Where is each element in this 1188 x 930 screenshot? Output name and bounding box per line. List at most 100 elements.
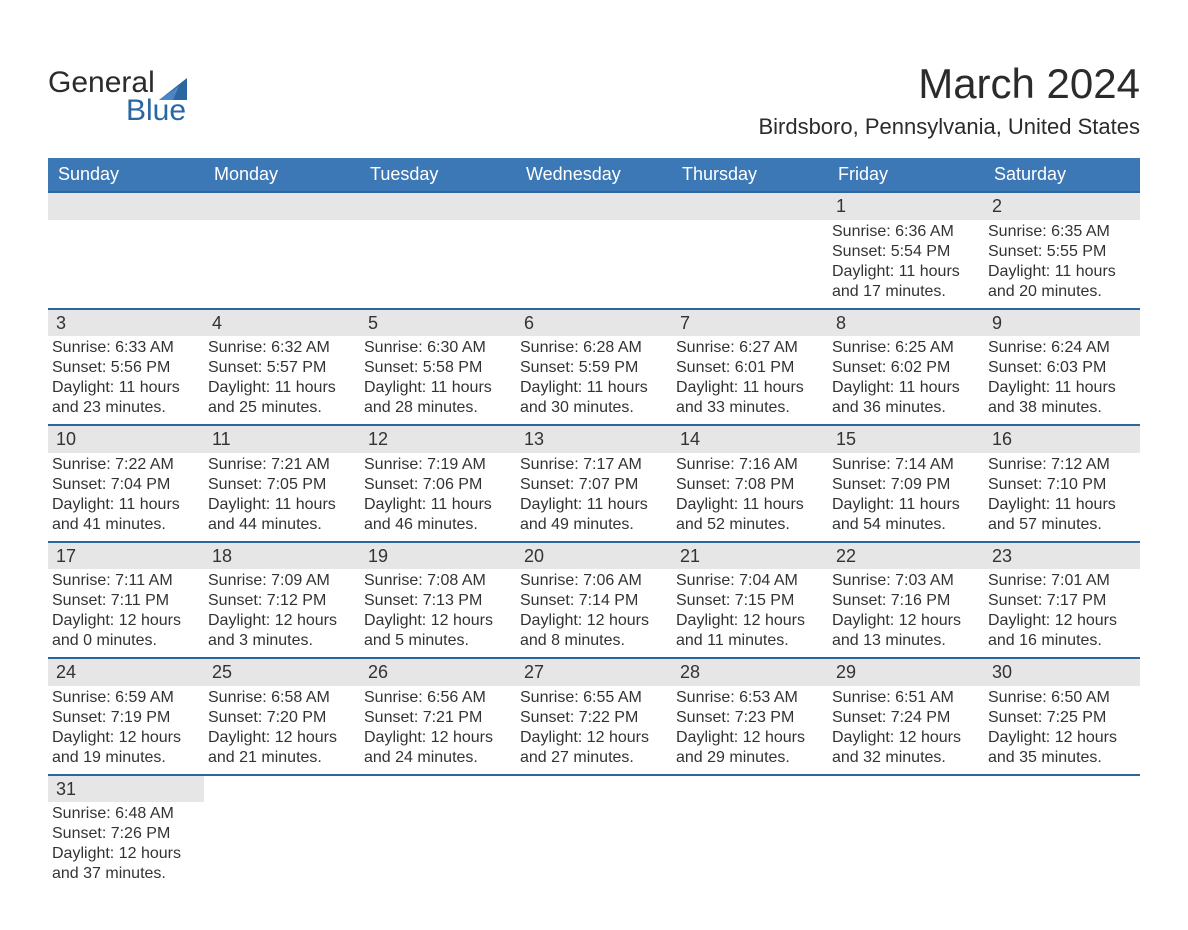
- day-body: Sunrise: 6:50 AMSunset: 7:25 PMDaylight:…: [984, 686, 1140, 774]
- sunrise-line: Sunrise: 7:17 AM: [520, 455, 668, 475]
- sunset-line: Sunset: 7:09 PM: [832, 475, 980, 495]
- day-body: Sunrise: 6:28 AMSunset: 5:59 PMDaylight:…: [516, 336, 672, 424]
- daylight1-line: Daylight: 11 hours: [832, 262, 980, 282]
- daylight1-line: Daylight: 11 hours: [520, 495, 668, 515]
- day-body: Sunrise: 6:24 AMSunset: 6:03 PMDaylight:…: [984, 336, 1140, 424]
- calendar-cell: [672, 775, 828, 891]
- daylight2-line: and 57 minutes.: [988, 515, 1136, 535]
- daylight2-line: and 21 minutes.: [208, 748, 356, 768]
- daylight2-line: and 36 minutes.: [832, 398, 980, 418]
- daylight1-line: Daylight: 12 hours: [208, 611, 356, 631]
- daylight1-line: Daylight: 12 hours: [208, 728, 356, 748]
- sunrise-line: Sunrise: 6:58 AM: [208, 688, 356, 708]
- calendar-table: Sunday Monday Tuesday Wednesday Thursday…: [48, 158, 1140, 890]
- day-number: 20: [516, 543, 672, 570]
- weekday-header: Tuesday: [360, 158, 516, 192]
- day-body: Sunrise: 6:33 AMSunset: 5:56 PMDaylight:…: [48, 336, 204, 424]
- day-body: Sunrise: 6:36 AMSunset: 5:54 PMDaylight:…: [828, 220, 984, 308]
- daylight1-line: Daylight: 11 hours: [52, 378, 200, 398]
- day-number: [204, 193, 360, 220]
- calendar-cell: 25Sunrise: 6:58 AMSunset: 7:20 PMDayligh…: [204, 658, 360, 775]
- daylight2-line: and 52 minutes.: [676, 515, 824, 535]
- calendar-cell: 18Sunrise: 7:09 AMSunset: 7:12 PMDayligh…: [204, 542, 360, 659]
- sunrise-line: Sunrise: 6:33 AM: [52, 338, 200, 358]
- sunrise-line: Sunrise: 7:11 AM: [52, 571, 200, 591]
- day-number: 16: [984, 426, 1140, 453]
- day-body: Sunrise: 6:58 AMSunset: 7:20 PMDaylight:…: [204, 686, 360, 774]
- day-number: 24: [48, 659, 204, 686]
- daylight2-line: and 27 minutes.: [520, 748, 668, 768]
- day-number: 14: [672, 426, 828, 453]
- sunrise-line: Sunrise: 7:01 AM: [988, 571, 1136, 591]
- weekday-header: Friday: [828, 158, 984, 192]
- daylight2-line: and 19 minutes.: [52, 748, 200, 768]
- day-body: [48, 220, 204, 300]
- day-number: 18: [204, 543, 360, 570]
- daylight1-line: Daylight: 11 hours: [208, 378, 356, 398]
- day-body: Sunrise: 7:06 AMSunset: 7:14 PMDaylight:…: [516, 569, 672, 657]
- daylight2-line: and 35 minutes.: [988, 748, 1136, 768]
- day-number: 17: [48, 543, 204, 570]
- day-number: 31: [48, 776, 204, 803]
- sunset-line: Sunset: 5:59 PM: [520, 358, 668, 378]
- sunrise-line: Sunrise: 6:48 AM: [52, 804, 200, 824]
- daylight1-line: Daylight: 12 hours: [832, 728, 980, 748]
- daylight1-line: Daylight: 11 hours: [988, 378, 1136, 398]
- day-number: 15: [828, 426, 984, 453]
- day-body: Sunrise: 6:35 AMSunset: 5:55 PMDaylight:…: [984, 220, 1140, 308]
- day-number: 1: [828, 193, 984, 220]
- day-number: 13: [516, 426, 672, 453]
- daylight2-line: and 28 minutes.: [364, 398, 512, 418]
- day-number: 27: [516, 659, 672, 686]
- sunrise-line: Sunrise: 7:03 AM: [832, 571, 980, 591]
- daylight2-line: and 11 minutes.: [676, 631, 824, 651]
- day-body: [360, 220, 516, 300]
- calendar-cell: 9Sunrise: 6:24 AMSunset: 6:03 PMDaylight…: [984, 309, 1140, 426]
- sunset-line: Sunset: 7:10 PM: [988, 475, 1136, 495]
- calendar-cell: [360, 192, 516, 309]
- calendar-week: 24Sunrise: 6:59 AMSunset: 7:19 PM Dayligh…: [48, 658, 1140, 775]
- sunset-line: Sunset: 5:54 PM: [832, 242, 980, 262]
- sunrise-line: Sunrise: 6:53 AM: [676, 688, 824, 708]
- sunset-line: Sunset: 7:13 PM: [364, 591, 512, 611]
- daylight2-line: and 37 minutes.: [52, 864, 200, 884]
- day-body: Sunrise: 7:04 AMSunset: 7:15 PMDaylight:…: [672, 569, 828, 657]
- daylight1-line: Daylight: 11 hours: [988, 262, 1136, 282]
- daylight2-line: and 16 minutes.: [988, 631, 1136, 651]
- sunset-line: Sunset: 7:14 PM: [520, 591, 668, 611]
- day-body: Sunrise: 6:56 AMSunset: 7:21 PMDaylight:…: [360, 686, 516, 774]
- day-number: [48, 193, 204, 220]
- day-body: Sunrise: 7:21 AMSunset: 7:05 PMDaylight:…: [204, 453, 360, 541]
- day-number: 8: [828, 310, 984, 337]
- day-number: 12: [360, 426, 516, 453]
- sunrise-line: Sunrise: 6:35 AM: [988, 222, 1136, 242]
- location: Birdsboro, Pennsylvania, United States: [758, 114, 1140, 140]
- sunrise-line: Sunrise: 6:59 AM: [52, 688, 200, 708]
- brand-part2: Blue: [126, 94, 187, 128]
- calendar-cell: 5Sunrise: 6:30 AMSunset: 5:58 PMDaylight…: [360, 309, 516, 426]
- daylight2-line: and 20 minutes.: [988, 282, 1136, 302]
- daylight1-line: Daylight: 12 hours: [52, 844, 200, 864]
- daylight2-line: and 32 minutes.: [832, 748, 980, 768]
- sunrise-line: Sunrise: 7:21 AM: [208, 455, 356, 475]
- daylight2-line: and 25 minutes.: [208, 398, 356, 418]
- sunrise-line: Sunrise: 6:32 AM: [208, 338, 356, 358]
- weekday-header: Monday: [204, 158, 360, 192]
- day-body: Sunrise: 7:19 AMSunset: 7:06 PMDaylight:…: [360, 453, 516, 541]
- daylight1-line: Daylight: 11 hours: [364, 378, 512, 398]
- calendar-cell: 17Sunrise: 7:11 AMSunset: 7:11 PMDayligh…: [48, 542, 204, 659]
- daylight2-line: and 41 minutes.: [52, 515, 200, 535]
- calendar-cell: [204, 192, 360, 309]
- calendar-cell: 29Sunrise: 6:51 AMSunset: 7:24 PMDayligh…: [828, 658, 984, 775]
- sunset-line: Sunset: 7:19 PM: [52, 708, 200, 728]
- daylight1-line: Daylight: 11 hours: [832, 495, 980, 515]
- sunrise-line: Sunrise: 6:30 AM: [364, 338, 512, 358]
- day-number: [984, 776, 1140, 803]
- sunrise-line: Sunrise: 7:22 AM: [52, 455, 200, 475]
- sunrise-line: Sunrise: 6:36 AM: [832, 222, 980, 242]
- daylight1-line: Daylight: 12 hours: [988, 728, 1136, 748]
- sunrise-line: Sunrise: 7:14 AM: [832, 455, 980, 475]
- calendar-cell: 23Sunrise: 7:01 AMSunset: 7:17 PMDayligh…: [984, 542, 1140, 659]
- daylight1-line: Daylight: 11 hours: [676, 378, 824, 398]
- sunset-line: Sunset: 7:17 PM: [988, 591, 1136, 611]
